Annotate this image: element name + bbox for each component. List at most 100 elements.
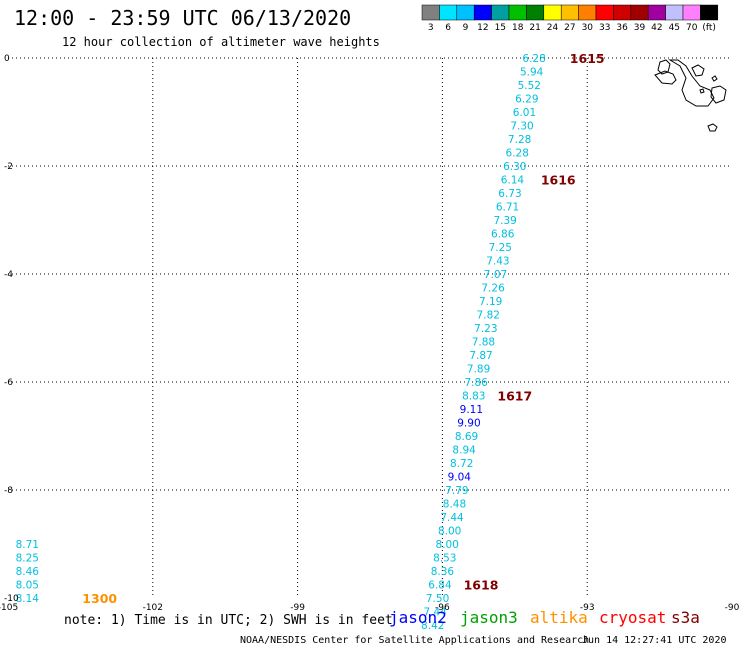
colorbar-swatch bbox=[560, 4, 579, 21]
lon-tick-label: -96 bbox=[435, 603, 450, 613]
wave-height-value: 7.79 bbox=[445, 485, 468, 497]
colorbar-label: 12 bbox=[477, 23, 488, 33]
wave-height-value: 9.11 bbox=[460, 404, 483, 416]
wave-height-value: 7.25 bbox=[489, 242, 512, 254]
satellite-legend-cryosat: cryosat bbox=[599, 608, 667, 627]
track-time-label: 1617 bbox=[497, 389, 532, 404]
wave-height-value: 6.30 bbox=[503, 161, 526, 173]
colorbar-label: 39 bbox=[634, 23, 646, 33]
colorbar-label: 18 bbox=[512, 23, 524, 33]
colorbar-label: 30 bbox=[582, 23, 594, 33]
satellite-legend-altika: altika bbox=[530, 608, 588, 627]
colorbar-swatch bbox=[543, 4, 562, 21]
colorbar-label: 3 bbox=[428, 23, 434, 33]
wave-height-value: 7.23 bbox=[474, 323, 497, 335]
wave-height-value: 7.19 bbox=[479, 296, 502, 308]
wave-height-value: 7.39 bbox=[493, 215, 516, 227]
wave-height-value: 7.43 bbox=[486, 256, 509, 268]
colorbar-label: (ft) bbox=[702, 23, 716, 33]
colorbar-swatch bbox=[613, 4, 632, 21]
wave-height-value: 8.36 bbox=[431, 566, 455, 578]
lon-tick-label: -105 bbox=[0, 603, 18, 613]
colorbar-label: 70 bbox=[686, 23, 698, 33]
colorbar-label: 6 bbox=[445, 23, 451, 33]
colorbar-swatch bbox=[578, 4, 597, 21]
wave-height-value: 8.83 bbox=[462, 391, 485, 403]
wave-height-value: 7.30 bbox=[510, 121, 533, 133]
lon-tick-label: -90 bbox=[725, 603, 740, 613]
wave-height-value: 6.29 bbox=[515, 94, 538, 106]
lat-lon-grid bbox=[8, 57, 732, 598]
satellite-legend-jason2: jason2 bbox=[389, 608, 447, 627]
colorbar-swatch bbox=[508, 4, 527, 21]
altimeter-tracks: 6.285.945.526.296.017.307.286.286.306.14… bbox=[16, 51, 605, 632]
lat-tick-label: -10 bbox=[4, 594, 19, 604]
lat-tick-label: -4 bbox=[4, 270, 13, 280]
colorbar-swatch bbox=[647, 4, 666, 21]
colorbar-label: 45 bbox=[669, 23, 680, 33]
colorbar-swatch bbox=[682, 4, 701, 21]
wave-height-value: 8.14 bbox=[16, 593, 40, 605]
footer-credit: NOAA/NESDIS Center for Satellite Applica… bbox=[240, 635, 590, 646]
colorbar: 3 6 9 12 15 18 21 24 27 30 33 36 39 42 45 70 (ft) bbox=[421, 4, 719, 33]
map-title: 12:00 - 23:59 UTC 06/13/2020 bbox=[14, 6, 352, 30]
track-time-label: 1616 bbox=[541, 173, 576, 188]
colorbar-label: 24 bbox=[547, 23, 559, 33]
colorbar-swatch bbox=[665, 4, 684, 21]
colorbar-swatch bbox=[526, 4, 545, 21]
colorbar-label: 9 bbox=[463, 23, 469, 33]
wave-height-value: 6.71 bbox=[496, 202, 519, 214]
colorbar-swatch bbox=[456, 4, 475, 21]
wave-height-value: 8.71 bbox=[16, 539, 39, 551]
wave-height-value: 8.53 bbox=[433, 553, 456, 565]
wave-height-value: 7.88 bbox=[472, 337, 495, 349]
colorbar-swatch bbox=[473, 4, 492, 21]
wave-height-value: 8.72 bbox=[450, 458, 473, 470]
wave-height-value: 7.44 bbox=[440, 512, 464, 524]
colorbar-swatch bbox=[421, 4, 440, 21]
track-time-label: 1618 bbox=[464, 578, 499, 593]
satellite-legend-s3a: s3a bbox=[671, 608, 700, 627]
lat-tick-label: -6 bbox=[4, 378, 13, 388]
colorbar-swatch bbox=[700, 4, 719, 21]
wave-height-value: 5.52 bbox=[518, 80, 541, 92]
lat-tick-label: 0 bbox=[4, 54, 10, 64]
colorbar-label: 42 bbox=[651, 23, 662, 33]
wave-height-value: 8.69 bbox=[455, 431, 478, 443]
track-time-label: 1615 bbox=[570, 51, 605, 66]
wave-height-value: 7.87 bbox=[469, 350, 492, 362]
galapagos-coastline bbox=[654, 59, 727, 132]
lat-tick-label: -2 bbox=[4, 162, 13, 172]
colorbar-label: 27 bbox=[564, 23, 575, 33]
colorbar-swatch bbox=[439, 4, 458, 21]
wave-height-value: 8.48 bbox=[443, 499, 466, 511]
colorbar-swatch bbox=[491, 4, 510, 21]
wave-height-value: 8.42 bbox=[421, 620, 444, 632]
wave-height-value: 9.90 bbox=[457, 418, 480, 430]
wave-height-value: 7.26 bbox=[481, 283, 505, 295]
satellite-legend-jason3: jason3 bbox=[460, 608, 518, 627]
wave-height-value: 6.28 bbox=[522, 53, 545, 65]
wave-height-value: 6.73 bbox=[498, 188, 521, 200]
wave-height-value: 9.04 bbox=[448, 472, 472, 484]
map-subtitle: 12 hour collection of altimeter wave hei… bbox=[62, 35, 380, 49]
wave-height-value: 7.86 bbox=[464, 377, 488, 389]
colorbar-swatch bbox=[595, 4, 614, 21]
wave-height-value: 8.46 bbox=[16, 566, 40, 578]
lon-tick-label: -102 bbox=[143, 603, 163, 613]
colorbar-label: 21 bbox=[529, 23, 540, 33]
wave-height-value: 6.28 bbox=[506, 148, 529, 160]
footer-note: note: 1) Time is in UTC; 2) SWH is in fe… bbox=[64, 613, 393, 628]
wave-height-value: 8.00 bbox=[438, 526, 461, 538]
wave-height-value: 7.50 bbox=[426, 593, 449, 605]
wave-height-value: 8.94 bbox=[452, 445, 476, 457]
wave-height-value: 7.82 bbox=[477, 310, 500, 322]
track-time-label: 1300 bbox=[82, 591, 117, 606]
colorbar-label: 15 bbox=[495, 23, 506, 33]
wave-height-value: 6.01 bbox=[513, 107, 536, 119]
wave-height-value: 6.86 bbox=[491, 229, 515, 241]
footer-timestamp: Jun 14 12:27:41 UTC 2020 bbox=[582, 635, 727, 646]
wave-height-value: 5.94 bbox=[520, 67, 544, 79]
wave-height-value: 6.84 bbox=[428, 580, 452, 592]
